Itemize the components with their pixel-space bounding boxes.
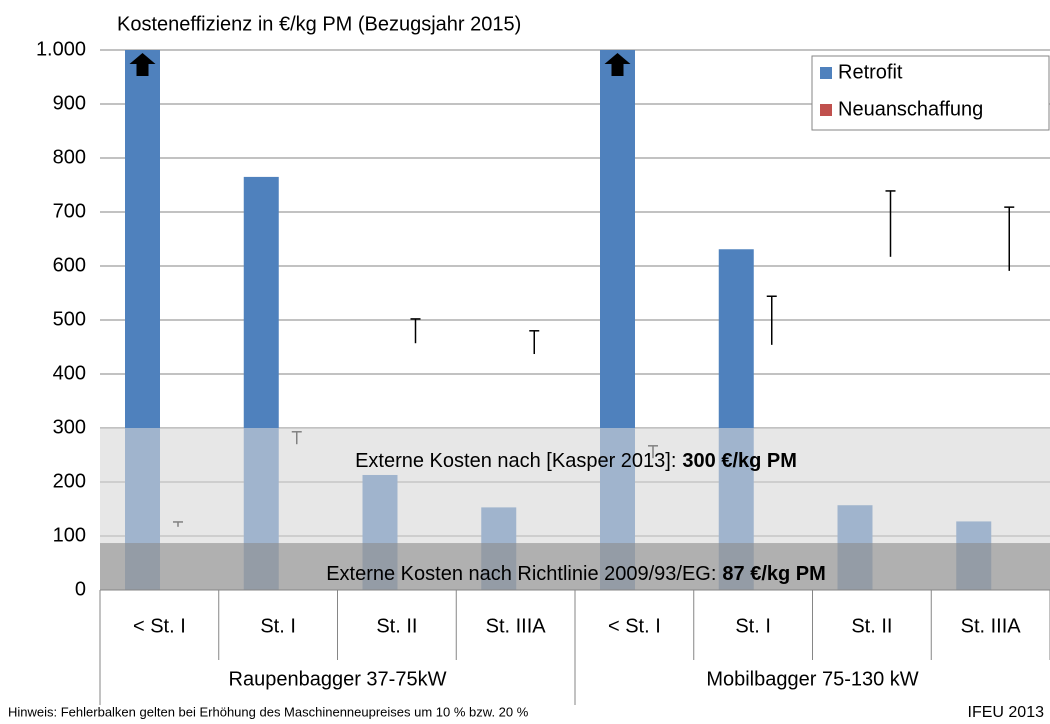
footnote: Hinweis: Fehlerbalken gelten bei Erhöhun… bbox=[8, 704, 529, 719]
x-tick-label: St. IIIA bbox=[961, 615, 1022, 637]
error-bar bbox=[529, 330, 540, 355]
y-tick-label: 1.000 bbox=[36, 38, 86, 60]
x-tick-label: St. I bbox=[735, 615, 771, 637]
y-tick-label: 500 bbox=[53, 308, 86, 330]
source: IFEU 2013 bbox=[968, 704, 1045, 721]
x-tick-label: St. II bbox=[851, 615, 892, 637]
error-bar bbox=[885, 190, 896, 257]
legend-box bbox=[811, 55, 1050, 131]
band-label: Externe Kosten nach Richtlinie 2009/93/E… bbox=[326, 563, 826, 585]
clip-arrow bbox=[129, 53, 156, 76]
legend-swatch bbox=[820, 67, 832, 79]
band-label-value: 300 €/kg PM bbox=[682, 450, 797, 472]
y-tick-label: 900 bbox=[53, 92, 86, 114]
y-tick-label: 100 bbox=[53, 524, 86, 546]
y-tick-label: 0 bbox=[75, 578, 86, 600]
error-bar bbox=[410, 318, 421, 344]
legend-label: Neuanschaffung bbox=[838, 98, 983, 120]
x-tick-label: St. II bbox=[376, 615, 417, 637]
reference-band bbox=[100, 543, 1050, 590]
band-label-text: Externe Kosten nach Richtlinie 2009/93/E… bbox=[326, 563, 716, 585]
y-tick-label: 700 bbox=[53, 200, 86, 222]
group-label: Mobilbagger 75-130 kW bbox=[706, 668, 918, 690]
band-label-value: 87 €/kg PM bbox=[722, 563, 825, 585]
chart-title: Kosteneffizienz in €/kg PM (Bezugsjahr 2… bbox=[117, 13, 521, 35]
clip-arrow bbox=[604, 53, 631, 76]
y-tick-label: 300 bbox=[53, 416, 86, 438]
x-tick-label: < St. I bbox=[133, 615, 186, 637]
band-label: Externe Kosten nach [Kasper 2013]: 300 €/… bbox=[355, 450, 797, 472]
group-label: Raupenbagger 37-75kW bbox=[229, 668, 447, 690]
legend-label: Retrofit bbox=[838, 61, 903, 83]
y-tick-label: 400 bbox=[53, 362, 86, 384]
error-bar bbox=[1004, 206, 1015, 271]
y-tick-label: 800 bbox=[53, 146, 86, 168]
y-tick-label: 200 bbox=[53, 470, 86, 492]
x-tick-label: < St. I bbox=[608, 615, 661, 637]
band-label-text: Externe Kosten nach [Kasper 2013]: bbox=[355, 450, 676, 472]
x-tick-label: St. I bbox=[260, 615, 296, 637]
x-tick-label: St. IIIA bbox=[486, 615, 547, 637]
y-tick-label: 600 bbox=[53, 254, 86, 276]
error-bar bbox=[766, 295, 777, 345]
legend-swatch bbox=[820, 104, 832, 116]
